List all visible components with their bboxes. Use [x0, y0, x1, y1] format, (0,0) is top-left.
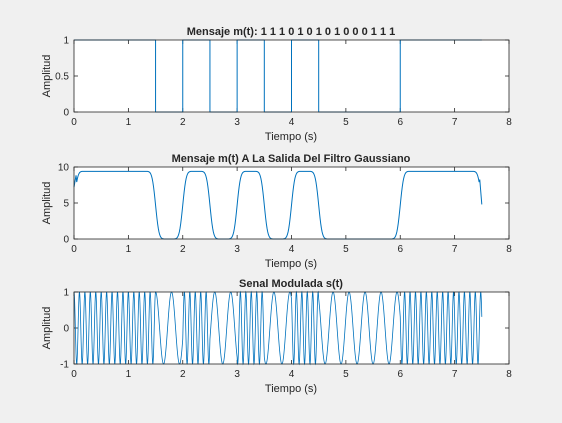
- subplot-1-axes-box: [73, 39, 510, 113]
- subplot-2-ylabel: Amplitud: [41, 182, 53, 225]
- subplot-3-xlabel: Tiempo (s): [265, 383, 317, 395]
- y-tick-label: 10: [58, 163, 70, 174]
- x-tick-label: 7: [452, 244, 458, 255]
- y-tick-label: 1: [63, 288, 69, 299]
- subplot-2-ticks: 0 1 2 3 4 5 6 7 8 0 5 10: [58, 163, 512, 256]
- x-tick-label: 1: [126, 117, 132, 128]
- x-tick-label: 3: [234, 369, 240, 380]
- x-tick-label: 0: [71, 117, 77, 128]
- x-tick-label: 6: [397, 369, 403, 380]
- x-tick-label: 1: [126, 244, 132, 255]
- subplot-2-axes-box: [73, 166, 510, 240]
- x-tick-label: 6: [397, 117, 403, 128]
- x-tick-label: 7: [452, 369, 458, 380]
- y-tick-label: 0: [63, 108, 69, 119]
- x-tick-label: 5: [343, 369, 349, 380]
- subplot-2-xlabel: Tiempo (s): [265, 258, 317, 270]
- x-tick-label: 2: [180, 244, 186, 255]
- x-tick-label: 4: [289, 369, 295, 380]
- x-tick-label: 0: [71, 244, 77, 255]
- x-tick-label: 8: [506, 369, 512, 380]
- x-tick-label: 7: [452, 117, 458, 128]
- x-tick-label: 3: [234, 244, 240, 255]
- x-tick-label: 5: [343, 117, 349, 128]
- subplot-1-title: Mensaje m(t): 1 1 1 0 1 0 1 0 1 0 0 0 1 …: [187, 26, 396, 38]
- x-tick-label: 3: [234, 117, 240, 128]
- x-tick-label: 8: [506, 117, 512, 128]
- y-tick-label: 1: [63, 36, 69, 47]
- subplot-3: Senal Modulada s(t) Tiempo (s) Amplitud …: [41, 278, 512, 395]
- subplot-2-title: Mensaje m(t) A La Salida Del Filtro Gaus…: [172, 153, 411, 165]
- x-tick-label: 5: [343, 244, 349, 255]
- subplot-1-xlabel: Tiempo (s): [265, 131, 317, 143]
- x-tick-label: 4: [289, 117, 295, 128]
- y-tick-label: 0.5: [55, 72, 69, 83]
- y-tick-label: -1: [60, 360, 69, 371]
- subplot-3-title: Senal Modulada s(t): [239, 278, 343, 290]
- x-tick-label: 2: [180, 117, 186, 128]
- x-tick-label: 8: [506, 244, 512, 255]
- y-tick-label: 0: [63, 235, 69, 246]
- y-tick-label: 0: [63, 324, 69, 335]
- x-tick-label: 0: [71, 369, 77, 380]
- y-tick-label: 5: [63, 199, 69, 210]
- subplot-3-ticks: 0 1 2 3 4 5 6 7 8-101: [60, 288, 512, 381]
- x-tick-label: 6: [397, 244, 403, 255]
- subplot-3-axes-box: [73, 291, 510, 365]
- subplot-1: Mensaje m(t): 1 1 1 0 1 0 1 0 1 0 0 0 1 …: [41, 26, 512, 143]
- x-tick-label: 2: [180, 369, 186, 380]
- x-tick-label: 1: [126, 369, 132, 380]
- subplot-1-message-line: [74, 39, 482, 113]
- x-tick-label: 4: [289, 244, 295, 255]
- subplot-2: Mensaje m(t) A La Salida Del Filtro Gaus…: [41, 153, 512, 270]
- subplot-1-ylabel: Amplitud: [41, 55, 53, 98]
- subplot-3-ylabel: Amplitud: [41, 307, 53, 350]
